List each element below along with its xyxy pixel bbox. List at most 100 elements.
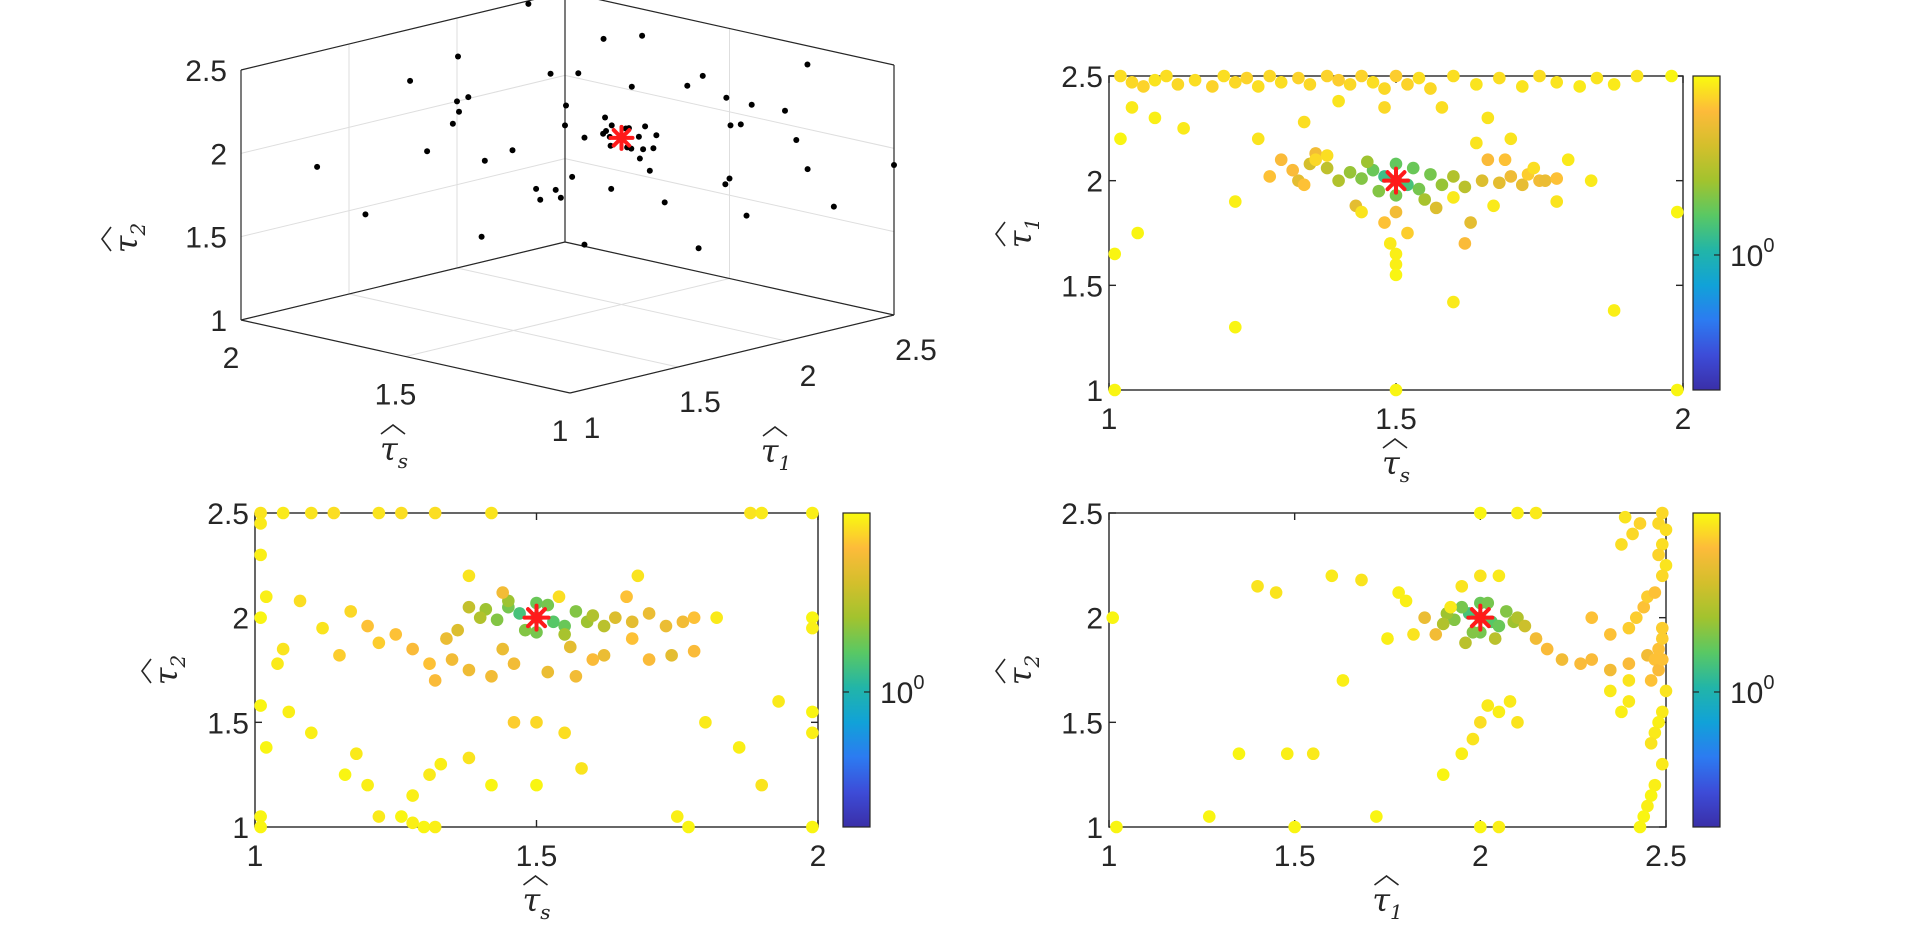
data-point bbox=[1474, 569, 1487, 583]
data-point bbox=[423, 657, 436, 671]
data-point bbox=[782, 107, 788, 114]
data-point bbox=[552, 186, 559, 193]
data-point bbox=[1412, 71, 1426, 85]
data-point bbox=[1644, 736, 1658, 750]
data-point bbox=[1389, 205, 1403, 219]
grid-line bbox=[405, 278, 730, 357]
data-point bbox=[755, 506, 768, 520]
data-point bbox=[316, 621, 329, 635]
colorbar bbox=[1692, 75, 1721, 391]
colorbar bbox=[1692, 512, 1721, 828]
data-point bbox=[653, 132, 660, 139]
x-axis-label-base: τ bbox=[1372, 881, 1391, 919]
x-axis-label-hat bbox=[380, 424, 406, 435]
data-point bbox=[1604, 684, 1617, 698]
data-point bbox=[727, 122, 734, 129]
y-axis-label-base: τ bbox=[761, 432, 780, 470]
data-point bbox=[1240, 71, 1254, 85]
data-point bbox=[1361, 155, 1374, 169]
data-point bbox=[1622, 674, 1636, 687]
data-point bbox=[607, 142, 614, 149]
data-point bbox=[1590, 71, 1604, 85]
data-point bbox=[362, 211, 369, 218]
y-axis-label-sub: 2 bbox=[1020, 655, 1044, 669]
data-point bbox=[1538, 174, 1552, 187]
data-point bbox=[1622, 695, 1636, 708]
data-point bbox=[1125, 75, 1139, 89]
data-point bbox=[1455, 579, 1469, 593]
data-points bbox=[254, 506, 819, 834]
x-axis-label-text: τs bbox=[380, 430, 408, 473]
data-point bbox=[563, 102, 569, 109]
data-point bbox=[575, 762, 588, 775]
data-point bbox=[305, 506, 318, 520]
data-point bbox=[1630, 69, 1644, 83]
data-point bbox=[254, 611, 267, 624]
x-axis-label-sub: 1 bbox=[1390, 900, 1403, 924]
data-point bbox=[1217, 69, 1231, 83]
data-point bbox=[1585, 611, 1599, 624]
data-point bbox=[1644, 674, 1658, 687]
data-point bbox=[1381, 632, 1394, 645]
data-point bbox=[1652, 642, 1665, 656]
y-tick-label: 2.5 bbox=[1061, 498, 1103, 531]
data-point bbox=[1504, 132, 1518, 146]
y-axis-label-text: τ1 bbox=[1001, 218, 1044, 248]
data-point bbox=[530, 596, 543, 610]
grid-line bbox=[348, 293, 679, 368]
colorbar-tick-exp: 0 bbox=[1763, 672, 1774, 694]
data-point bbox=[1515, 80, 1529, 93]
box-edge bbox=[240, 241, 566, 321]
data-point bbox=[276, 506, 290, 520]
data-point bbox=[1633, 820, 1647, 834]
data-point bbox=[806, 726, 819, 740]
data-point bbox=[1474, 820, 1487, 834]
data-point bbox=[1644, 789, 1658, 802]
data-point bbox=[496, 642, 510, 656]
data-point bbox=[1320, 161, 1334, 175]
data-point bbox=[1464, 216, 1477, 229]
x-tick-label: 2 bbox=[1472, 840, 1489, 873]
data-points bbox=[314, 0, 897, 252]
data-point bbox=[732, 741, 746, 754]
highlight-marker bbox=[608, 124, 635, 151]
data-point bbox=[602, 114, 609, 121]
data-point bbox=[1652, 716, 1665, 729]
z-axis-label-sub: 2 bbox=[126, 223, 150, 237]
data-point bbox=[259, 590, 273, 604]
data-point bbox=[1297, 178, 1311, 192]
data-point bbox=[424, 148, 431, 155]
y-axis-label: τ2 bbox=[995, 655, 1044, 685]
data-point bbox=[1655, 506, 1669, 520]
data-point bbox=[1269, 586, 1283, 599]
data-point bbox=[1498, 153, 1512, 167]
data-point bbox=[462, 600, 476, 614]
highlight-marker bbox=[522, 603, 551, 632]
data-point bbox=[569, 173, 576, 180]
data-point bbox=[1435, 101, 1449, 114]
data-point bbox=[361, 619, 374, 633]
data-point bbox=[1148, 73, 1162, 87]
y-tick-label: 1.5 bbox=[679, 386, 721, 419]
data-point bbox=[1332, 73, 1345, 87]
data-point bbox=[1418, 193, 1431, 206]
data-point bbox=[1406, 161, 1420, 175]
data-point bbox=[1655, 757, 1669, 771]
x-axis-label-hat bbox=[1374, 875, 1399, 886]
data-point bbox=[406, 816, 419, 830]
data-point bbox=[1286, 163, 1299, 177]
data-point bbox=[1492, 820, 1506, 834]
data-point bbox=[743, 212, 750, 219]
box-edge bbox=[598, 0, 895, 66]
data-point bbox=[1389, 247, 1403, 261]
data-point bbox=[1355, 573, 1368, 587]
data-point bbox=[1228, 195, 1242, 208]
data-point bbox=[1655, 705, 1669, 719]
y-axis-label-text: τ2 bbox=[147, 655, 190, 685]
data-point bbox=[485, 669, 498, 683]
y-axis-label-base: τ bbox=[147, 666, 185, 685]
data-point bbox=[631, 569, 645, 583]
z-tick-label: 1 bbox=[210, 305, 227, 338]
data-point bbox=[1518, 619, 1532, 633]
